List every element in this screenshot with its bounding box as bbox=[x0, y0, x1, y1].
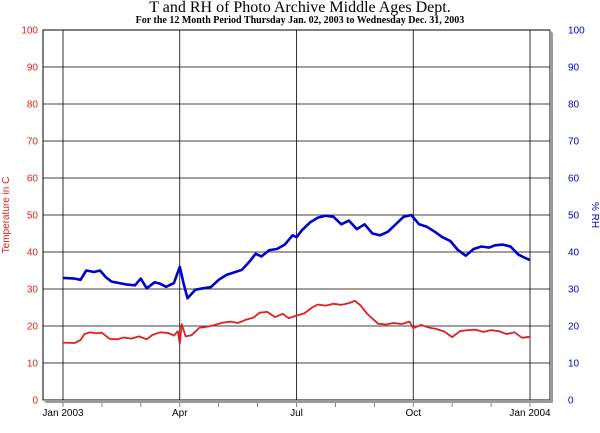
right-axis-ticks: 0 10 20 30 40 50 60 70 80 90 100 bbox=[568, 26, 585, 407]
x-tick-label: Apr bbox=[172, 408, 188, 419]
x-tick-label: Jan 2003 bbox=[42, 408, 84, 419]
right-tick-label: 70 bbox=[568, 137, 580, 148]
left-axis-label: Temperature in C bbox=[1, 177, 12, 254]
chart-subtitle: For the 12 Month Period Thursday Jan. 02… bbox=[136, 15, 465, 26]
x-axis-ticks: Jan 2003 Apr Jul Oct Jan 2004 bbox=[42, 403, 551, 419]
left-tick-label: 70 bbox=[27, 137, 39, 148]
left-tick-label: 90 bbox=[27, 63, 39, 74]
left-tick-label: 20 bbox=[27, 322, 39, 333]
right-tick-label: 0 bbox=[568, 396, 574, 407]
right-tick-label: 40 bbox=[568, 248, 580, 259]
right-tick-label: 30 bbox=[568, 285, 580, 296]
left-tick-label: 80 bbox=[27, 100, 39, 111]
right-tick-label: 100 bbox=[568, 26, 585, 37]
left-tick-label: 40 bbox=[27, 248, 39, 259]
left-tick-label: 30 bbox=[27, 285, 39, 296]
left-tick-label: 10 bbox=[27, 359, 39, 370]
x-tick-label: Jan 2004 bbox=[509, 408, 551, 419]
left-axis-ticks: 0 10 20 30 40 50 60 70 80 90 100 bbox=[21, 26, 38, 407]
chart-title: T and RH of Photo Archive Middle Ages De… bbox=[149, 0, 450, 16]
right-tick-label: 60 bbox=[568, 174, 580, 185]
left-tick-label: 0 bbox=[32, 396, 38, 407]
x-tick-label: Oct bbox=[405, 408, 421, 419]
gridlines bbox=[43, 30, 550, 400]
left-tick-label: 100 bbox=[21, 26, 38, 37]
left-tick-label: 50 bbox=[27, 211, 39, 222]
plot-bevel-right bbox=[550, 30, 553, 403]
plot-bevel-bottom bbox=[43, 400, 553, 403]
right-tick-label: 80 bbox=[568, 100, 580, 111]
right-tick-label: 20 bbox=[568, 322, 580, 333]
right-tick-label: 90 bbox=[568, 63, 580, 74]
x-tick-label: Jul bbox=[290, 408, 303, 419]
rh-series-line bbox=[62, 213, 531, 300]
right-axis-label: % RH bbox=[589, 202, 600, 228]
series-layer bbox=[62, 213, 531, 345]
plot-frame bbox=[42, 29, 553, 403]
left-tick-label: 60 bbox=[27, 174, 39, 185]
right-tick-label: 50 bbox=[568, 211, 580, 222]
temperature-series-line bbox=[62, 299, 531, 345]
right-tick-label: 10 bbox=[568, 359, 580, 370]
